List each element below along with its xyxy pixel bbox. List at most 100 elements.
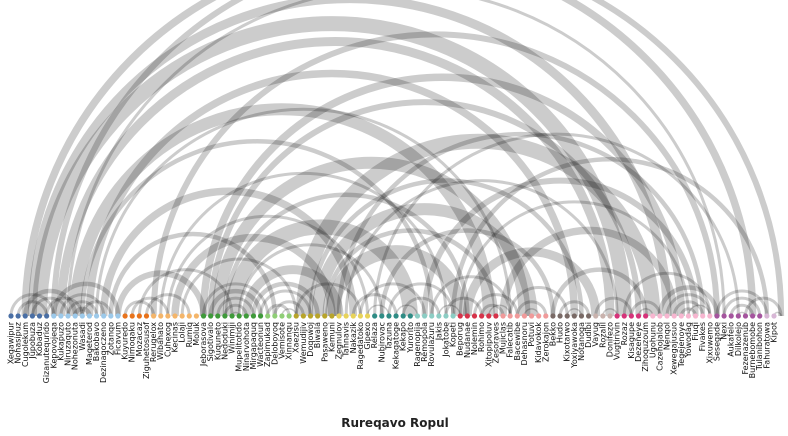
link-arc: [294, 282, 362, 317]
node-dot: [507, 313, 513, 319]
node-label: Fahuratowa: [762, 322, 771, 369]
node-label: Donifezo: [605, 322, 614, 357]
node-label: Zerokajon: [541, 322, 550, 362]
node-label: Falecatib: [506, 322, 515, 358]
node-dot: [193, 313, 200, 319]
node-dot: [315, 313, 321, 319]
node-label: Xixuwemo: [705, 322, 714, 364]
node-dot: [343, 313, 349, 319]
link-arc: [80, 300, 113, 317]
node-dot: [236, 313, 242, 319]
link-arc: [51, 281, 121, 317]
node-label: Winimiji: [228, 322, 237, 354]
node-dot: [593, 313, 599, 319]
node-dot: [657, 313, 663, 319]
link-arc: [199, 73, 686, 317]
node-dot: [607, 313, 613, 319]
link-arc: [202, 282, 270, 317]
node-label: Wasadi: [78, 322, 87, 351]
link-arc: [30, 296, 70, 317]
link-arc: [308, 178, 584, 317]
node-dot: [65, 313, 71, 319]
link-arc: [387, 282, 455, 317]
node-label: Dudibi: [584, 322, 593, 348]
node-label: Fezenazenub: [741, 322, 750, 375]
node-label: Kisagupe: [627, 322, 636, 359]
node-dot: [528, 313, 535, 319]
node-label: Fivakes: [698, 322, 707, 351]
link-arc: [715, 289, 769, 317]
link-arc: [123, 300, 156, 317]
node-dot: [36, 313, 43, 319]
node-dot: [707, 313, 713, 319]
link-arc: [358, 282, 427, 317]
link-arc: [259, 289, 312, 317]
node-dot: [486, 313, 492, 319]
node-dot: [186, 313, 192, 319]
link-arc: [295, 133, 661, 317]
node-label: Burnebomobe: [748, 322, 757, 378]
node-label: Nenqol: [663, 322, 672, 350]
node-label: Nudanae: [463, 322, 472, 358]
link-arc: [130, 296, 170, 317]
node-label: Nolemin: [470, 322, 479, 355]
node-label: Beporug: [456, 322, 465, 356]
link-arc: [50, 0, 785, 317]
link-arc: [373, 132, 740, 317]
node-dot: [578, 313, 585, 319]
link-arc: [56, 37, 615, 317]
node-label: Dezinaqoczeno: [99, 322, 108, 383]
node-label: Bekko: [548, 322, 557, 346]
node-dot: [329, 313, 335, 319]
node-label: Nohasipuz: [14, 322, 23, 364]
node-dot: [386, 313, 392, 319]
node-label: Doqowoj: [306, 322, 315, 357]
node-label: Deloboyoq: [270, 322, 279, 365]
node-label: Dilkolejo: [734, 322, 743, 356]
node-label: Yowodag: [684, 322, 693, 358]
node-dot: [557, 313, 563, 319]
node-dot: [757, 313, 763, 319]
link-arc: [379, 228, 556, 317]
node-label: Rohimo: [477, 322, 486, 352]
link-arc: [21, 0, 757, 317]
link-arc: [208, 289, 263, 317]
link-arc: [438, 304, 461, 317]
node-dot: [286, 313, 292, 319]
node-dot: [585, 313, 592, 319]
node-dot: [714, 313, 720, 319]
node-dot: [143, 313, 150, 319]
node-dot: [728, 313, 734, 319]
link-arc: [99, 187, 358, 317]
node-label: Kixotarwo: [563, 322, 572, 362]
node-label: Niruzaquto: [64, 322, 73, 366]
link-arc: [395, 304, 419, 317]
node-label: Tahnavis: [342, 322, 351, 358]
node-dot: [564, 313, 570, 319]
node-dot: [8, 313, 14, 319]
arcs-layer: [9, 0, 785, 317]
node-label: Xewegajusuo: [670, 322, 679, 375]
link-arc: [137, 268, 234, 317]
link-arc: [266, 303, 291, 317]
node-dot: [300, 313, 306, 319]
node-label: Jokatobe: [441, 322, 450, 358]
node-dot: [265, 313, 271, 319]
link-arc: [9, 293, 56, 317]
link-arc: [16, 300, 49, 317]
node-dot: [229, 313, 235, 319]
node-dot: [322, 313, 328, 319]
node-dot: [101, 313, 107, 319]
node-dot: [678, 313, 684, 319]
node-label: Moluk: [192, 322, 201, 346]
node-label: Remopola: [420, 322, 429, 362]
node-dot: [464, 313, 470, 319]
link-arc: [144, 293, 191, 317]
node-label: Tulanibohon: [755, 322, 764, 371]
node-label: Zesoraves: [491, 322, 500, 363]
node-label: Xitopipoluv: [484, 322, 493, 367]
node-label: Kukapuzo: [56, 322, 65, 361]
node-label: Kopeti: [449, 322, 458, 347]
node-dot: [421, 313, 428, 319]
node-dot: [479, 313, 485, 319]
